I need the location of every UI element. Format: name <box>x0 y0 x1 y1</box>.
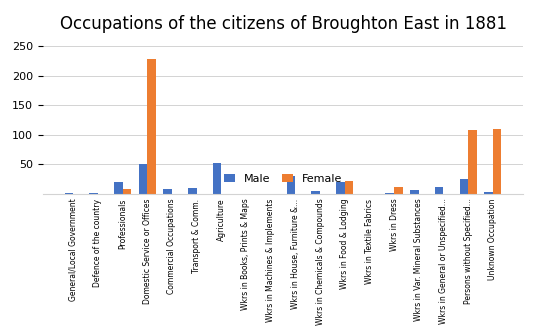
Bar <box>484 192 493 194</box>
Bar <box>460 179 468 194</box>
Title: Occupations of the citizens of Broughton East in 1881: Occupations of the citizens of Broughton… <box>59 15 507 33</box>
Bar <box>114 182 123 194</box>
Bar <box>386 192 394 194</box>
Bar <box>213 163 221 194</box>
Bar <box>147 59 156 194</box>
Legend: Male, Female: Male, Female <box>219 169 347 188</box>
Bar <box>345 181 354 194</box>
Bar <box>188 188 197 194</box>
Bar <box>139 164 147 194</box>
Bar <box>410 190 419 194</box>
Bar <box>435 187 443 194</box>
Bar <box>311 191 320 194</box>
Bar <box>468 130 477 194</box>
Bar <box>336 182 345 194</box>
Bar <box>123 189 131 194</box>
Bar <box>163 189 172 194</box>
Bar <box>493 129 501 194</box>
Bar <box>65 192 73 194</box>
Bar <box>394 187 403 194</box>
Bar <box>287 176 295 194</box>
Bar <box>89 192 98 194</box>
